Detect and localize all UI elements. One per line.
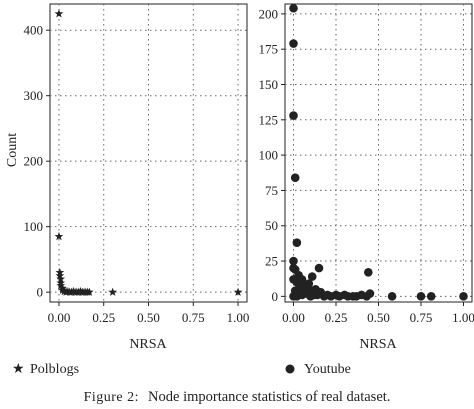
data-point-circle [289, 111, 298, 120]
grid-lines [285, 4, 472, 302]
y-tick-label: 300 [24, 88, 44, 103]
data-point-circle [289, 39, 298, 48]
data-point-circle [459, 292, 468, 301]
data-point-circle [426, 292, 436, 301]
data-point-circle [416, 292, 426, 301]
data-point-star [56, 281, 66, 290]
data-point-circle [307, 272, 317, 281]
x-ticks: 0.00 0.25 0.50 0.75 1.00 [282, 302, 474, 325]
legend-label: Youtube [304, 362, 351, 377]
data-points [289, 3, 468, 301]
chart-panel-polblogs: 0 100 200 300 400 0.00 0.25 0.50 0.75 1.00 NRSA [24, 3, 250, 352]
grid-lines [50, 4, 247, 302]
y-tick-label: 200 [259, 6, 279, 21]
chart-panel-youtube: 0 25 50 75 100 125 150 175 200 0.00 0.25 0.50 0.75 1… [259, 3, 474, 352]
x-tick-label: 0.75 [410, 310, 433, 325]
x-axis-label: NRSA [129, 337, 167, 352]
data-point-star [233, 287, 243, 296]
data-point-circle [290, 173, 300, 183]
x-ticks: 0.00 0.25 0.50 0.75 1.00 [48, 302, 250, 325]
x-tick-label: 0.25 [325, 310, 348, 325]
y-tick-label: 150 [259, 77, 279, 92]
data-point-circle [314, 263, 324, 273]
data-point-star [54, 9, 64, 18]
y-tick-label: 400 [24, 23, 44, 38]
figure-caption: Figure 2: Node importance statistics of … [84, 388, 391, 405]
y-ticks: 0 100 200 300 400 [24, 23, 50, 300]
data-point-circle [289, 3, 298, 13]
data-point-circle [292, 238, 302, 247]
data-point-circle [335, 292, 344, 301]
plot-frame [284, 3, 473, 303]
y-tick-label: 0 [37, 285, 44, 300]
plot-frame [49, 3, 248, 303]
y-tick-label: 75 [265, 183, 278, 198]
x-tick-label: 1.00 [452, 310, 474, 325]
x-tick-label: 0.00 [48, 310, 71, 325]
legend-circle-marker [285, 364, 295, 374]
x-tick-label: 1.00 [227, 310, 250, 325]
y-ticks: 0 25 50 75 100 125 150 175 200 [259, 6, 285, 304]
data-points [54, 9, 243, 296]
data-point-circle [364, 268, 373, 277]
data-point-circle [301, 289, 310, 298]
y-tick-label: 0 [272, 289, 279, 304]
data-point-circle [352, 292, 361, 301]
legend-star-marker: ★ [12, 362, 25, 377]
data-point-circle [294, 284, 303, 294]
x-tick-label: 0.00 [282, 310, 305, 325]
y-tick-label: 100 [24, 219, 44, 234]
data-point-circle [362, 292, 371, 301]
y-axis-label: Count [5, 133, 20, 167]
data-point-circle [343, 292, 353, 301]
y-tick-label: 125 [259, 112, 279, 127]
data-point-circle [326, 292, 336, 301]
data-point-circle [309, 290, 319, 300]
x-tick-label: 0.25 [92, 310, 115, 325]
caption-text: Node importance statistics of real datas… [148, 389, 390, 405]
y-tick-label: 50 [265, 218, 278, 233]
data-point-circle [387, 292, 397, 301]
data-point-star [108, 287, 118, 296]
legend-label: Polblogs [30, 362, 79, 377]
data-point-star [85, 287, 94, 296]
x-tick-label: 0.75 [182, 310, 205, 325]
y-tick-label: 175 [259, 42, 279, 57]
y-tick-label: 100 [259, 148, 279, 163]
data-point-circle [319, 292, 329, 301]
data-point-star [54, 231, 64, 241]
data-point-circle [289, 256, 298, 266]
caption-label: Figure 2: [84, 390, 139, 405]
data-point-star [55, 271, 65, 280]
x-tick-label: 0.50 [367, 310, 390, 325]
legend-polblogs: ★ Polblogs [12, 362, 79, 377]
y-tick-label: 25 [265, 254, 278, 269]
x-tick-label: 0.50 [137, 310, 160, 325]
x-axis-label: NRSA [359, 337, 397, 352]
y-tick-label: 200 [24, 154, 44, 169]
legend-youtube: Youtube [285, 362, 351, 377]
